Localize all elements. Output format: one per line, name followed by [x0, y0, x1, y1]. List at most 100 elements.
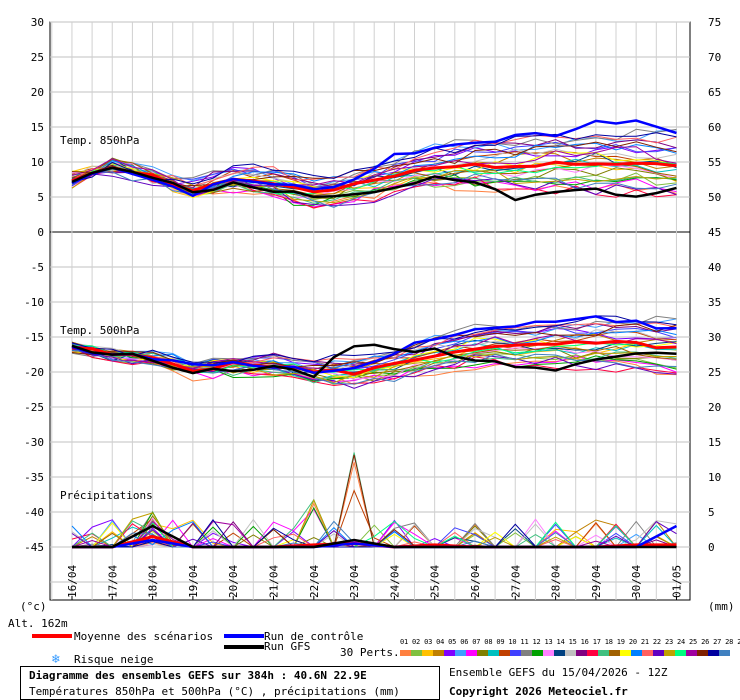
left-tick-label: -20 [24, 366, 44, 379]
footer-title: Diagramme des ensembles GEFS sur 384h : … [29, 669, 367, 682]
left-tick-label: -25 [24, 401, 44, 414]
plot-frame [49, 21, 691, 601]
ensemble-500-line [71, 342, 677, 382]
legend-control: Run de contrôle [264, 630, 364, 643]
panel-title: Précipitations [60, 489, 153, 502]
legend-gfs: Run GFS [264, 640, 311, 653]
pert-color-15 [554, 650, 565, 656]
right-tick-label: 10 [708, 471, 721, 484]
left-units-label: (°c) [20, 600, 47, 613]
x-tick-label: 27/04 [509, 565, 522, 598]
x-tick-label: 21/04 [268, 565, 281, 598]
x-tick-label: 01/05 [671, 565, 684, 598]
pert-color-5 [444, 650, 455, 656]
pert-color-13 [532, 650, 543, 656]
legend-perts: 30 Perts. [340, 646, 400, 659]
control-series-panel-1 [71, 119, 677, 198]
footer-copyright: Copyright 2026 Meteociel.fr [449, 685, 628, 698]
panel-title: Temp. 500hPa [60, 324, 139, 337]
pert-color-12 [521, 650, 532, 656]
left-tick-label: 10 [31, 156, 44, 169]
mean-swatch [32, 634, 72, 638]
pert-color-18 [587, 650, 598, 656]
right-tick-label: 50 [708, 191, 721, 204]
x-tick-label: 26/04 [469, 565, 482, 598]
right-units-label: (mm) [708, 600, 735, 613]
pert-color-4 [433, 650, 444, 656]
pert-color-22 [631, 650, 642, 656]
pert-color-6 [455, 650, 466, 656]
ensemble-500-line [71, 315, 677, 364]
left-tick-label: 15 [31, 121, 44, 134]
left-tick-label: -15 [24, 331, 44, 344]
pert-color-9 [488, 650, 499, 656]
x-tick-label: 22/04 [308, 565, 321, 598]
x-tick-label: 16/04 [66, 565, 79, 598]
x-tick-label: 29/04 [590, 565, 603, 598]
right-tick-label: 40 [708, 261, 721, 274]
legend-mean: Moyenne des scénarios [74, 630, 214, 643]
right-tick-label: 70 [708, 51, 721, 64]
altitude-label: Alt. 162m [8, 617, 68, 630]
pert-color-20 [609, 650, 620, 656]
pert-color-26 [675, 650, 686, 656]
x-tick-label: 20/04 [227, 565, 240, 598]
right-tick-label: 25 [708, 366, 721, 379]
gfs-swatch [224, 645, 264, 649]
mean-series-panel-1 [71, 160, 677, 194]
pert-color-27 [686, 650, 697, 656]
pert-color-28 [697, 650, 708, 656]
left-tick-label: -40 [24, 506, 44, 519]
right-tick-label: 65 [708, 86, 721, 99]
pert-color-24 [653, 650, 664, 656]
pert-color-29 [708, 650, 719, 656]
right-tick-label: 20 [708, 401, 721, 414]
left-tick-label: -5 [31, 261, 44, 274]
left-tick-label: 30 [31, 16, 44, 29]
control-series-panel-2 [71, 315, 677, 374]
left-tick-label: 0 [37, 226, 44, 239]
x-tick-label: 28/04 [550, 565, 563, 598]
pert-numbers: 01 02 03 04 05 06 07 08 09 10 11 12 13 1… [400, 638, 740, 646]
ensemble-850-line [71, 162, 677, 198]
footer-subtitle: Températures 850hPa et 500hPa (°C) , pré… [29, 685, 400, 698]
snowflake-icon: ❄ [52, 652, 60, 667]
right-tick-label: 60 [708, 121, 721, 134]
ensemble-850-line [71, 132, 677, 185]
x-tick-label: 24/04 [388, 565, 401, 598]
left-tick-label: 25 [31, 51, 44, 64]
pert-color-11 [510, 650, 521, 656]
x-tick-label: 23/04 [348, 565, 361, 598]
ensemble-500-line [71, 329, 677, 374]
pert-color-8 [477, 650, 488, 656]
pert-color-10 [499, 650, 510, 656]
legend-snow: Risque neige [74, 653, 154, 666]
pert-color-1 [400, 650, 411, 656]
x-tick-label: 25/04 [429, 565, 442, 598]
right-tick-label: 5 [708, 506, 715, 519]
right-tick-label: 15 [708, 436, 721, 449]
control-swatch [224, 634, 264, 638]
x-tick-label: 18/04 [147, 565, 160, 598]
footer-run: Ensemble GEFS du 15/04/2026 - 12Z [449, 666, 668, 679]
pert-color-strip [400, 650, 730, 656]
chart-grid [49, 21, 691, 601]
gfs-series-panel-2 [71, 343, 677, 379]
right-tick-label: 45 [708, 226, 721, 239]
x-tick-label: 30/04 [630, 565, 643, 598]
chart-axes: 302520151050-5-10-15-20-25-30-35-40-4575… [24, 16, 721, 600]
main-series [71, 119, 678, 549]
pert-color-2 [411, 650, 422, 656]
left-tick-label: -10 [24, 296, 44, 309]
pert-color-25 [664, 650, 675, 656]
pert-color-30 [719, 650, 730, 656]
pert-color-17 [576, 650, 587, 656]
panel-title: Temp. 850hPa [60, 134, 139, 147]
left-tick-label: 5 [37, 191, 44, 204]
left-tick-label: -45 [24, 541, 44, 554]
left-tick-label: -35 [24, 471, 44, 484]
right-tick-label: 30 [708, 331, 721, 344]
pert-color-3 [422, 650, 433, 656]
gfs-series-panel-3 [72, 524, 677, 549]
